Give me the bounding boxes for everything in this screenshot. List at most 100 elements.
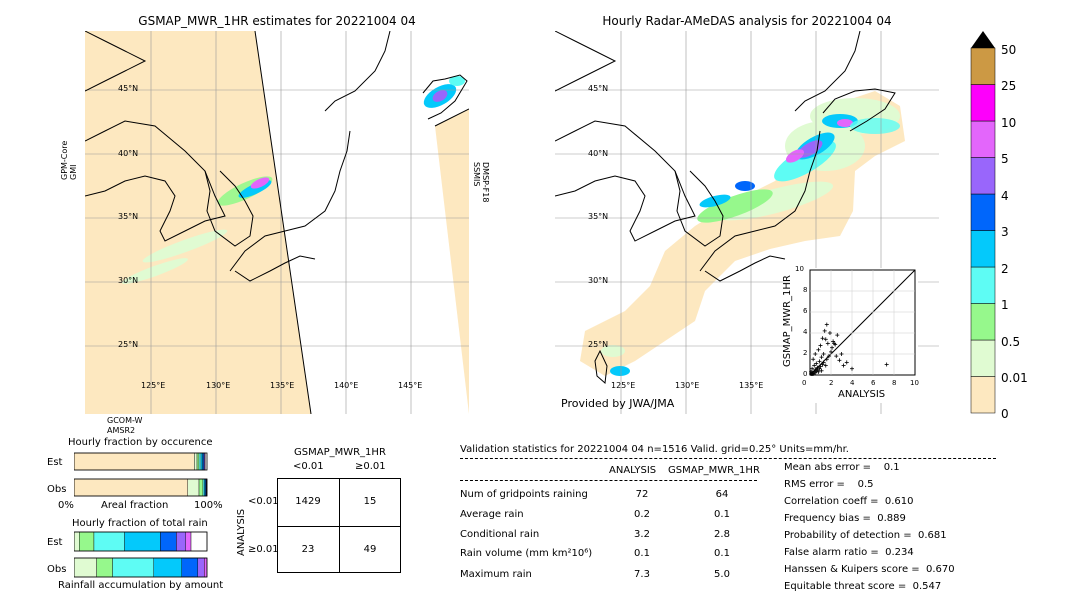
right-lat-label-25: 25°N: [588, 340, 609, 349]
scatter-xtick-8: 8: [892, 379, 897, 387]
colorbar-block: [970, 157, 996, 195]
left-map-title: GSMAP_MWR_1HR estimates for 20221004 04: [138, 14, 416, 28]
stacked-bar-segment: [198, 452, 202, 471]
right-lat-label-40: 40°N: [588, 149, 609, 158]
colorbar-label-4: 4: [1001, 189, 1009, 203]
right-gridlines: [555, 31, 939, 414]
left-lat-label-25: 25°N: [118, 340, 139, 349]
stacked-bar-segment: [93, 531, 125, 552]
colorbar-label-1: 1: [1001, 298, 1009, 312]
total-rain-xlabel: Rainfall accumulation by amount: [58, 580, 224, 591]
right-radar-coverage: [580, 91, 905, 376]
colorbar-label-2: 2: [1001, 262, 1009, 276]
scatter-point: [810, 366, 815, 371]
colorbar-block: [970, 84, 996, 122]
contingency-grid: [277, 478, 401, 573]
score-ets: Equitable threat score = 0.547: [784, 581, 942, 592]
occurrence-chart: [74, 452, 208, 497]
stacked-bar-segment: [190, 531, 208, 552]
colorbar-block: [970, 230, 996, 268]
scatter-point: [810, 371, 815, 376]
scatter-point: [825, 341, 830, 346]
scatter-plot: [809, 269, 916, 376]
scatter-xtick-4: 4: [850, 379, 855, 387]
scatter-point: [819, 355, 824, 360]
left-lon-label-135: 135°E: [270, 381, 295, 390]
cell-tp: 49: [363, 544, 377, 555]
left-lat-label-30: 30°N: [118, 276, 139, 285]
total-rain-row-est: Est: [47, 537, 63, 548]
left-rain-patches: [122, 76, 465, 284]
colorbar-block: [970, 266, 996, 304]
right-map-title: Hourly Radar-AMeDAS analysis for 2022100…: [602, 14, 892, 28]
left-lat-label-35: 35°N: [118, 212, 139, 221]
scatter-point: [822, 328, 827, 333]
total-rain-chart: [74, 531, 208, 578]
right-lon-label-135: 135°E: [739, 381, 764, 390]
scatter-point: [884, 362, 889, 367]
scatter-point: [834, 354, 839, 359]
stacked-bar-segment: [96, 557, 113, 578]
contingency-col-ge: ≥0.01: [355, 461, 386, 472]
scatter-ytick-10: 10: [795, 265, 804, 273]
stacked-bar-outline: [74, 557, 208, 578]
stat-gsmap-conditional: 2.8: [714, 529, 730, 540]
occurrence-row-obs: Obs: [47, 484, 67, 495]
stacked-bar-segment: [194, 452, 198, 471]
scatter-point: [811, 357, 816, 362]
score-freq-bias: Frequency bias = 0.889: [784, 513, 906, 524]
scatter-point: [827, 331, 832, 335]
right-lat-label-30: 30°N: [588, 276, 609, 285]
occurrence-x-right: 100%: [194, 500, 223, 511]
score-rmse: RMS error = 0.5: [784, 479, 874, 490]
stat-analysis-conditional: 3.2: [634, 529, 650, 540]
occurrence-x-left: 0%: [58, 500, 74, 511]
stat-gsmap-maximum: 5.0: [714, 569, 730, 580]
stacked-bar-segment: [200, 452, 203, 471]
contingency-side-label: ANALYSIS: [236, 508, 247, 556]
occurrence-title: Hourly fraction by occurence: [68, 437, 213, 448]
contingency-row-ge: ≥0.01: [248, 544, 279, 555]
left-lat-label-45: 45°N: [118, 84, 139, 93]
score-far: False alarm ratio = 0.234: [784, 547, 914, 558]
scatter-point: [814, 361, 819, 366]
scatter-point: [816, 347, 821, 352]
scatter-point: [813, 367, 818, 372]
left-lon-label-125: 125°E: [141, 381, 166, 390]
stat-analysis-maximum: 7.3: [634, 569, 650, 580]
stacked-bar-segment: [204, 452, 206, 471]
stat-analysis-gridpoints: 72: [635, 489, 649, 500]
colorbar-label-0-01: 0.01: [1001, 371, 1028, 385]
left-lon-label-130: 130°E: [206, 381, 231, 390]
colorbar-label-10: 10: [1001, 116, 1017, 130]
stacked-bar-segment: [187, 478, 200, 497]
stacked-bar-segment: [74, 478, 188, 497]
scatter-xlabel: ANALYSIS: [838, 389, 886, 400]
score-pod: Probability of detection = 0.681: [784, 530, 947, 541]
scatter-point: [831, 339, 836, 344]
left-lon-label-140: 140°E: [334, 381, 359, 390]
validation-divider-mid: [460, 480, 757, 481]
stat-label-volume: Rain volume (mm km²10⁶): [460, 548, 593, 559]
scatter-point: [815, 365, 820, 370]
score-hk: Hanssen & Kuipers score = 0.670: [784, 564, 955, 575]
stacked-bar-outline: [74, 478, 208, 497]
scatter-xtick-6: 6: [871, 379, 876, 387]
scatter-point: [821, 352, 826, 356]
scatter-point: [830, 345, 835, 350]
colorbar-label-3: 3: [1001, 225, 1009, 239]
left-coastlines: [85, 31, 468, 282]
scatter-point: [829, 349, 833, 354]
colorbar-label-0: 0: [1001, 407, 1009, 421]
stat-gsmap-volume: 0.1: [714, 548, 730, 559]
stat-analysis-volume: 0.1: [634, 548, 650, 559]
scatter-point: [817, 366, 822, 371]
right-lon-label-130: 130°E: [675, 381, 700, 390]
colorbar-block: [970, 120, 996, 158]
scatter-ytick-8: 8: [803, 286, 808, 294]
scatter-xtick-10: 10: [910, 379, 919, 387]
scatter-point: [818, 343, 823, 348]
colorbar: [970, 31, 996, 414]
colorbar-block: [970, 47, 996, 85]
